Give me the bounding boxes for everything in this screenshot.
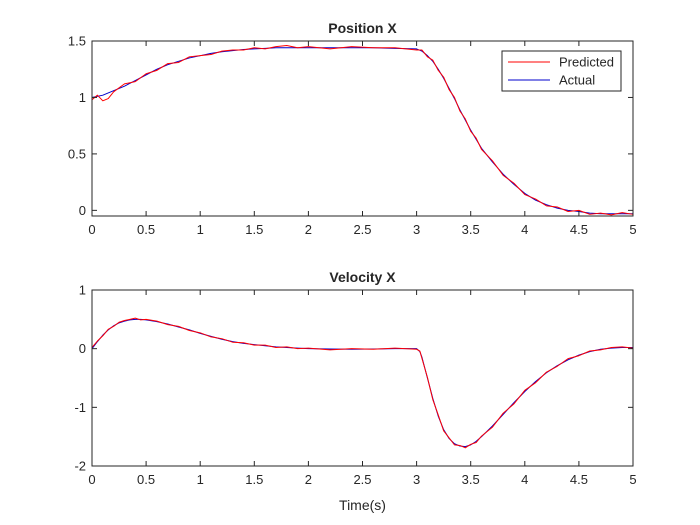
position-x-panel: 0 0.5 1 1.5 2 2.5 3 3.5 4 4.5 5 0 0.5 1 1.5 Position X… [68, 20, 637, 237]
axis-ticks: 0 0.5 1 1.5 2 2.5 3 3.5 4 4.5 5 0 0.5 1 1.5 [68, 34, 637, 238]
x-tick-label: 4.5 [570, 222, 588, 237]
x-tick-label: 3 [413, 222, 420, 237]
x-tick-label: 0.5 [137, 472, 155, 487]
x-tick-label: 2 [305, 222, 312, 237]
y-tick-label: 0 [79, 203, 86, 218]
x-tick-label: 1 [197, 472, 204, 487]
x-tick-label: 3.5 [462, 472, 480, 487]
y-tick-label: -1 [74, 400, 86, 415]
y-tick-label: 0 [79, 341, 86, 356]
y-tick-label: -2 [74, 459, 86, 474]
chart-title: Position X [328, 20, 397, 36]
axis-ticks: 0 0.5 1 1.5 2 2.5 3 3.5 4 4.5 5 -2 -1 0 1 [74, 283, 636, 488]
plot-area-marks [91, 317, 634, 449]
x-tick-label: 4.5 [570, 472, 588, 487]
y-tick-label: 0.5 [68, 146, 86, 161]
x-tick-label: 0 [88, 472, 95, 487]
legend: Predicted Actual [501, 50, 622, 92]
series-line-predicted [91, 45, 634, 216]
y-tick-label: 1 [79, 90, 86, 105]
x-tick-label: 5 [629, 222, 636, 237]
legend-box [501, 50, 622, 92]
legend-label-actual: Actual [559, 73, 595, 88]
x-tick-label: 1.5 [245, 222, 263, 237]
chart-title: Velocity X [329, 269, 396, 285]
x-tick-label: 0.5 [137, 222, 155, 237]
y-tick-label: 1.5 [68, 34, 86, 49]
plot-area-marks [91, 45, 634, 216]
x-tick-label: 2.5 [353, 222, 371, 237]
x-tick-label: 4 [521, 222, 528, 237]
x-tick-label: 4 [521, 472, 528, 487]
series-line-predicted [91, 317, 634, 449]
x-tick-label: 1.5 [245, 472, 263, 487]
x-tick-label: 3.5 [462, 222, 480, 237]
x-tick-label: 0 [88, 222, 95, 237]
axes-background [92, 290, 633, 466]
x-tick-label: 3 [413, 472, 420, 487]
x-tick-label: 2 [305, 472, 312, 487]
x-tick-label: 1 [197, 222, 204, 237]
x-tick-label: 5 [629, 472, 636, 487]
x-axis-label: Time(s) [339, 497, 386, 513]
legend-label-predicted: Predicted [559, 55, 614, 70]
y-tick-label: 1 [79, 283, 86, 298]
velocity-x-panel: 0 0.5 1 1.5 2 2.5 3 3.5 4 4.5 5 -2 -1 0 1 Velocity X T… [74, 269, 636, 513]
x-tick-label: 2.5 [353, 472, 371, 487]
